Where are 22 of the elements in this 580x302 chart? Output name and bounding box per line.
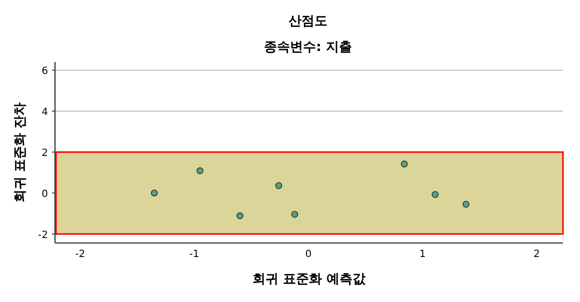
x-tick-label: 2 xyxy=(534,249,540,260)
point xyxy=(432,190,439,198)
x-axis-title: 회귀 표준화 예측값 xyxy=(252,272,367,287)
x-tick-label: -1 xyxy=(189,249,200,260)
point xyxy=(462,200,470,208)
point xyxy=(400,160,408,168)
y-tick-label: 4 xyxy=(42,107,48,118)
point xyxy=(150,190,158,197)
y-tick-label: -2 xyxy=(38,230,48,241)
point xyxy=(196,167,204,174)
y-axis-title: 회귀 표준화 잔차 xyxy=(13,102,28,203)
chart-title: 산점도 xyxy=(288,14,328,29)
chart-subtitle: 종속변수: 지출 xyxy=(264,40,352,55)
x-tick-label: 1 xyxy=(419,249,426,260)
point xyxy=(291,210,298,218)
y-tick-label: 0 xyxy=(42,189,48,200)
point xyxy=(275,182,282,190)
point xyxy=(236,212,244,220)
y-tick-label: 6 xyxy=(42,66,48,78)
x-tick-label: -2 xyxy=(75,249,86,260)
x-tick-label: 0 xyxy=(305,249,312,260)
y-tick-label: 2 xyxy=(42,148,48,160)
